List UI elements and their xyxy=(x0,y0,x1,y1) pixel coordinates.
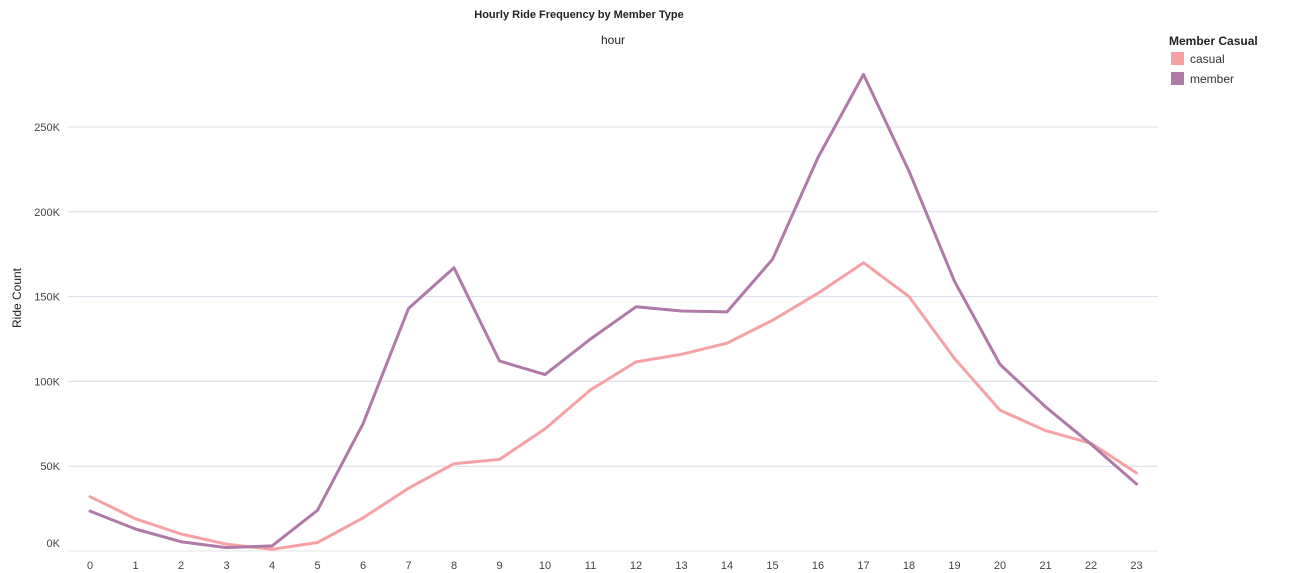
x-tick-label: 9 xyxy=(496,560,502,572)
x-tick-label: 1 xyxy=(132,560,138,572)
legend: Member Casual casual member xyxy=(1169,34,1258,86)
top-axis-label: hour xyxy=(601,33,625,47)
x-tick-label: 8 xyxy=(451,560,457,572)
y-tick-label: 200K xyxy=(34,207,60,219)
legend-swatch-member xyxy=(1171,72,1184,85)
legend-label-member: member xyxy=(1190,72,1234,86)
x-tick-label: 21 xyxy=(1039,560,1051,572)
chart-title: Hourly Ride Frequency by Member Type xyxy=(474,9,683,21)
x-tick-label: 3 xyxy=(223,560,229,572)
y-tick-label: 0K xyxy=(47,538,61,550)
x-tick-label: 5 xyxy=(314,560,320,572)
y-axis-label: Ride Count xyxy=(10,267,24,328)
x-tick-label: 13 xyxy=(675,560,687,572)
y-tick-label: 50K xyxy=(40,461,60,473)
x-tick-label: 17 xyxy=(857,560,869,572)
series-line-member xyxy=(88,72,1138,550)
x-tick-label: 7 xyxy=(405,560,411,572)
y-tick-label: 100K xyxy=(34,376,60,388)
x-tick-label: 15 xyxy=(766,560,778,572)
x-tick-label: 12 xyxy=(630,560,642,572)
y-axis-ticks: 0K 50K 100K 150K 200K 250K xyxy=(34,122,60,550)
x-tick-label: 18 xyxy=(903,560,915,572)
x-tick-label: 4 xyxy=(269,560,275,572)
x-tick-label: 14 xyxy=(721,560,733,572)
legend-swatch-casual xyxy=(1171,52,1184,65)
x-tick-label: 20 xyxy=(994,560,1006,572)
series-line-casual xyxy=(88,261,1138,551)
legend-label-casual: casual xyxy=(1190,52,1225,66)
x-tick-label: 2 xyxy=(178,560,184,572)
legend-title: Member Casual xyxy=(1169,34,1258,48)
y-tick-label: 250K xyxy=(34,122,60,134)
x-tick-label: 6 xyxy=(360,560,366,572)
x-tick-label: 19 xyxy=(948,560,960,572)
x-tick-label: 10 xyxy=(539,560,551,572)
x-axis-ticks: 0 1 2 3 4 5 6 7 8 9 10 11 12 13 14 15 16 17 18 19 20 21 22 23 xyxy=(87,560,1143,572)
x-tick-label: 0 xyxy=(87,560,93,572)
x-tick-label: 22 xyxy=(1085,560,1097,572)
gridlines xyxy=(68,126,1158,552)
x-tick-label: 11 xyxy=(585,560,596,572)
x-tick-label: 23 xyxy=(1130,560,1142,572)
series-lines xyxy=(88,72,1138,551)
x-tick-label: 16 xyxy=(812,560,824,572)
y-tick-label: 150K xyxy=(34,292,60,304)
